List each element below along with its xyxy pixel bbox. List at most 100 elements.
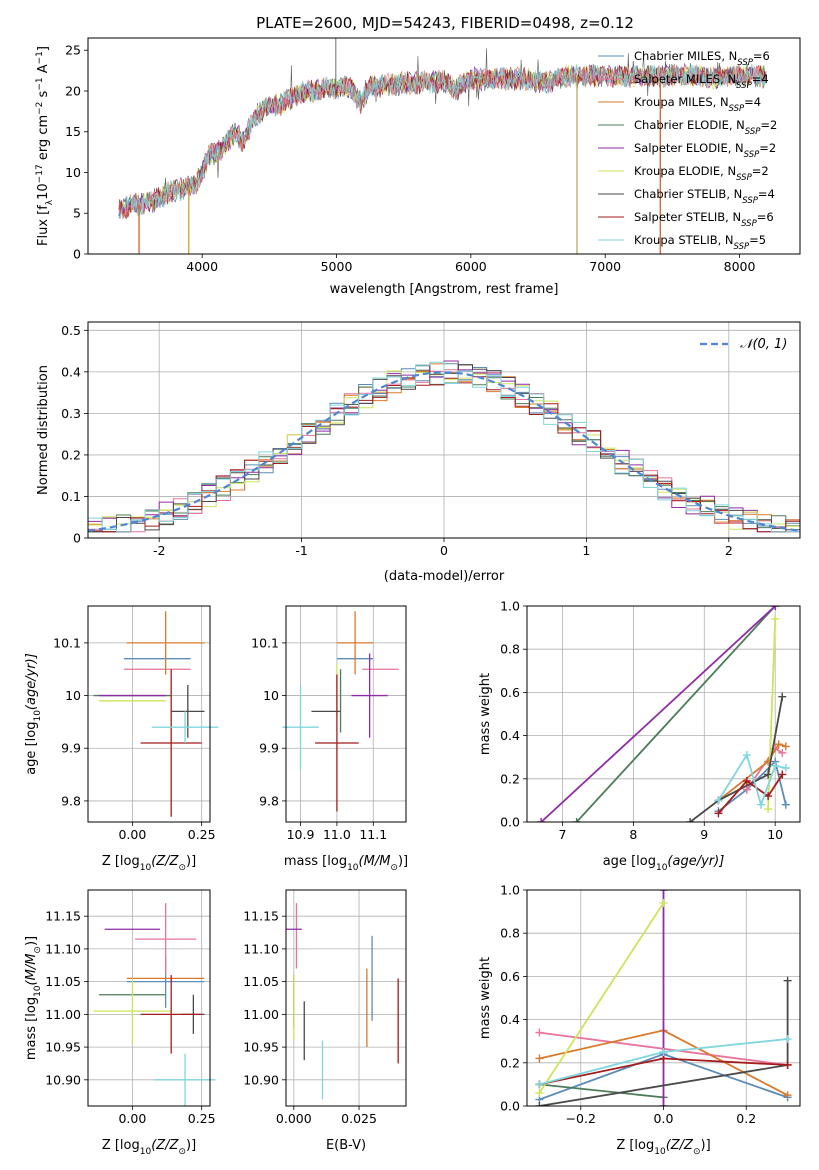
residuals-xtick-label: -1: [295, 543, 307, 558]
age_vs_Z-ytick-label: 10.1: [53, 635, 81, 650]
massweight_vs_age-ytick-label: 0.4: [500, 728, 520, 743]
mass_vs_Z-point-5: [93, 978, 172, 1044]
legend-entry-5: Kroupa ELODIE, NSSP=2: [634, 164, 769, 183]
age_vs_Z-ylabel: age [log10(age/yr)]: [24, 653, 43, 775]
mass_vs_Z-xtick-label: 0.25: [188, 1111, 216, 1126]
spectrum-ytick-label: 10: [65, 165, 81, 180]
massweight_vs_Z-marker: [535, 1080, 544, 1089]
age_vs_Z-xtick-label: 0.00: [118, 827, 146, 842]
age_vs_mass-point-7: [315, 674, 359, 812]
massweight_vs_age-marker: [774, 740, 783, 749]
mass_vs_Z-ytick-label: 11.00: [45, 1007, 81, 1022]
residuals-ytick-label: 0.3: [61, 406, 81, 421]
mass_vs_Z-ytick-label: 10.95: [45, 1040, 81, 1055]
legend-entry-3: Chabrier ELODIE, NSSP=2: [634, 118, 777, 137]
massweight_vs_age-xtick-label: 7: [558, 827, 566, 842]
massweight_vs_age-frame: [526, 605, 801, 823]
massweight_vs_age-ytick-label: 0.2: [500, 771, 520, 786]
residuals-axes: -2 -1 0 1 2 0 0.1 0.2 0.3 0.4 0.5: [61, 322, 800, 558]
massweight_vs_age-marker: [714, 796, 723, 805]
mass_vs_EBV-ytick-label: 11.10: [243, 941, 279, 956]
legend-entry-0: Chabrier MILES, NSSP=6: [634, 49, 770, 68]
massweight_vs_Z-ytick-label: 0.0: [500, 1099, 520, 1114]
mass_vs_EBV-ytick-label: 10.90: [243, 1072, 279, 1087]
mass_vs_EBV-ytick-label: 11.05: [243, 974, 279, 989]
massweight_vs_Z-series: [535, 890, 792, 1106]
mass_vs_Z-points: [93, 903, 216, 1106]
massweight_vs_Z-xtick-label: 0.0: [654, 1111, 674, 1126]
residuals-frame: [87, 321, 801, 539]
residuals-xlabel: (data-model)/error: [384, 569, 505, 584]
age_vs_mass-point-8: [282, 685, 319, 770]
massweight_vs_age-marker: [714, 809, 723, 818]
mass_vs_Z-point-1: [135, 903, 197, 976]
hist-steps: [88, 360, 800, 533]
massweight_vs_age-marker: [771, 614, 780, 623]
age_vs_mass-xtick-label: 11.0: [323, 827, 351, 842]
age_vs_mass-ytick-label: 10: [263, 688, 279, 703]
massweight_vs_age-marker: [771, 606, 780, 610]
massweight_vs_age-marker: [742, 785, 751, 794]
age_vs_mass-point-4: [351, 653, 388, 738]
mass_vs_Z-point-7: [140, 975, 202, 1054]
massweight_vs_Z-marker: [535, 1028, 544, 1037]
hist-series-8: [88, 361, 800, 533]
massweight_vs_age-line-5: [767, 618, 777, 810]
age_vs_Z-xtick-label: 0.25: [188, 827, 216, 842]
mass_vs_Z-xtick-label: 0.00: [118, 1111, 146, 1126]
plots-layer: 4000 5000 6000 7000 80000510152025wavelength…: [24, 37, 801, 1157]
massweight_vs_age-line-7: [717, 774, 784, 814]
massweight_vs_age-marker: [781, 800, 790, 809]
massweight_vs_Z-line-3: [539, 1083, 664, 1099]
mass_vs_EBV-xtick-label: 0.025: [341, 1111, 377, 1126]
massweight_vs_age-axes: 7 8 9 10 0.0 0.2 0.4 0.6 0.8 1.0: [500, 599, 800, 842]
spectrum-axes: 4000 5000 6000 7000 8000 0 5 10 15 20 25: [65, 43, 755, 274]
massweight_vs_age-line-6: [689, 696, 784, 822]
massweight_vs_Z-ytick-label: 0.4: [500, 1012, 520, 1027]
residuals-xtick-label: -2: [153, 543, 165, 558]
age_vs_Z-frame: [87, 605, 211, 823]
massweight_vs_age-marker: [778, 692, 787, 701]
mass_vs_EBV-ytick-label: 11.00: [243, 1007, 279, 1022]
age_vs_mass-xtick-label: 10.9: [287, 827, 315, 842]
massweight_vs_age-xtick-label: 10: [767, 827, 783, 842]
massweight_vs_age-line-4: [540, 606, 776, 822]
massweight_vs_Z-marker: [783, 1091, 792, 1100]
age_vs_Z-points: [93, 611, 219, 817]
age_vs_Z-axes: 0.00 0.25 9.8 9.9 10 10.1: [53, 606, 216, 842]
massweight_vs_Z-marker: [783, 976, 792, 985]
massweight_vs_Z-ytick-label: 1.0: [500, 883, 520, 898]
legend-entry-6: Chabrier STELIB, NSSP=4: [634, 187, 775, 206]
massweight_vs_age-marker: [686, 818, 695, 822]
legend-entry-4: Salpeter ELODIE, NSSP=2: [634, 141, 776, 160]
age_vs_mass-xtick-label: 11.1: [359, 827, 387, 842]
residuals-xtick-label: 0: [440, 543, 448, 558]
spectrum-ytick-label: 5: [73, 206, 81, 221]
age_vs_mass-point-2: [336, 611, 374, 675]
massweight_vs_age-marker: [764, 792, 773, 801]
massweight_vs_age-marker: [742, 776, 751, 785]
spectrum-series-8: [118, 63, 767, 219]
massweight_vs_Z-line-5: [538, 902, 665, 1094]
spectrum-xtick-label: 7000: [589, 259, 621, 274]
massweight_vs_age-marker: [742, 751, 751, 760]
massweight_vs_age-series: [537, 606, 790, 822]
mass_vs_EBV-xlabel: E(B-V): [326, 1138, 366, 1153]
age_vs_Z-ytick-label: 9.9: [61, 741, 81, 756]
massweight_vs_age-marker: [781, 764, 790, 772]
spectrum-legend: Chabrier MILES, NSSP=6 Salpeter MILES, NS…: [598, 49, 777, 252]
mass_vs_Z-point-8: [154, 1053, 216, 1106]
age_vs_mass-ytick-label: 9.9: [259, 741, 279, 756]
massweight_vs_Z-marker: [659, 1048, 668, 1056]
spectrum-xtick-label: 8000: [724, 259, 756, 274]
mass_vs_EBV-xtick-label: 0.000: [276, 1111, 312, 1126]
residuals-xtick-label: 1: [582, 543, 590, 558]
spectrum-xtick-label: 4000: [186, 259, 218, 274]
mass_vs_Z-ytick-label: 11.05: [45, 974, 81, 989]
massweight_vs_age-ytick-label: 0.8: [500, 642, 520, 657]
spectrum-xlabel: wavelength [Angstrom, rest frame]: [330, 282, 559, 297]
massweight_vs_Z-ytick-label: 0.6: [500, 969, 520, 984]
massweight_vs_age-marker: [778, 748, 787, 757]
residuals-ytick-label: 0.2: [61, 447, 81, 462]
age_vs_Z-point-2: [126, 611, 205, 675]
